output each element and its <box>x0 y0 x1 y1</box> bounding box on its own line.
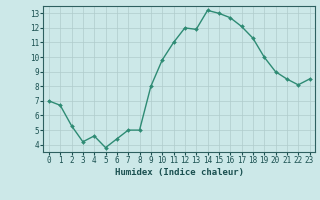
X-axis label: Humidex (Indice chaleur): Humidex (Indice chaleur) <box>115 168 244 177</box>
